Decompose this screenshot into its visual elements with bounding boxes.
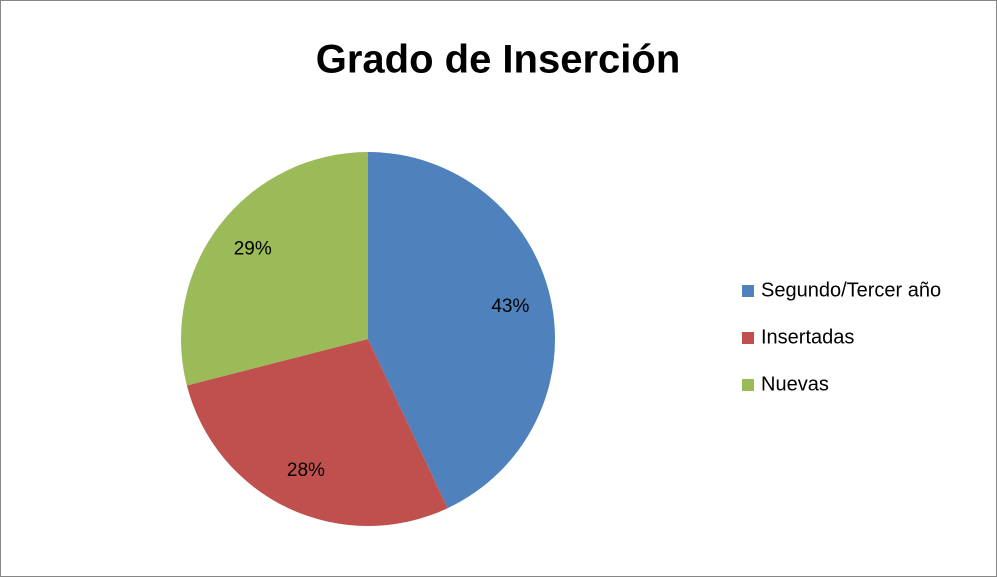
legend-label: Insertadas (761, 326, 854, 348)
legend-swatch (742, 332, 754, 344)
pie-slice (186, 339, 448, 526)
legend-label: Segundo/Tercer año (761, 279, 941, 301)
legend-label: Nuevas (761, 373, 829, 395)
data-label: 43% (491, 296, 529, 317)
data-label: 28% (287, 460, 325, 481)
legend-swatch (742, 285, 754, 297)
chart-title: Grado de Inserción (316, 38, 681, 82)
data-label: 29% (234, 239, 272, 260)
pie-slice (368, 152, 555, 509)
pie-slice (181, 152, 368, 386)
legend-swatch (742, 379, 754, 391)
